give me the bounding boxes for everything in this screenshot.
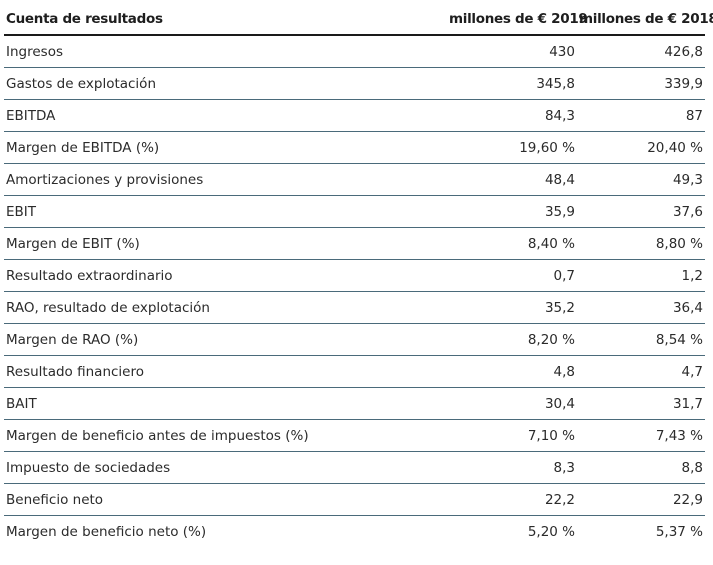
row-label: EBITDA	[4, 99, 447, 132]
table-row: Margen de beneficio neto (%) 5,20 % 5,37 %	[4, 516, 705, 548]
row-label: Margen de EBIT (%)	[4, 227, 447, 260]
header-label: Cuenta de resultados	[4, 3, 447, 36]
row-label: Ingresos	[4, 35, 447, 68]
value-2018: 8,80 %	[577, 227, 705, 260]
row-label: Beneficio neto	[4, 483, 447, 516]
value-2018: 8,8	[577, 451, 705, 484]
row-label: Resultado extraordinario	[4, 259, 447, 292]
table-row: RAO, resultado de explotación 35,2 36,4	[4, 291, 705, 324]
value-2019: 345,8	[447, 67, 577, 100]
value-2018: 426,8	[577, 35, 705, 68]
row-label: Gastos de explotación	[4, 67, 447, 100]
value-2019: 8,20 %	[447, 323, 577, 356]
value-2019: 7,10 %	[447, 419, 577, 452]
table-header: Cuenta de resultados millones de € 2019 …	[4, 3, 713, 36]
value-2019: 19,60 %	[447, 131, 577, 164]
table-row: Beneficio neto 22,2 22,9	[4, 483, 705, 516]
table-row: Margen de EBITDA (%) 19,60 % 20,40 %	[4, 131, 705, 164]
income-statement-table-wrapper: Cuenta de resultados millones de € 2019 …	[4, 3, 713, 547]
value-2019: 8,3	[447, 451, 577, 484]
value-2019: 4,8	[447, 355, 577, 388]
value-2018: 31,7	[577, 387, 705, 420]
table-row: Margen de EBIT (%) 8,40 % 8,80 %	[4, 227, 705, 260]
value-2018: 8,54 %	[577, 323, 705, 356]
value-2018: 5,37 %	[655, 523, 703, 540]
value-2018: 87	[577, 99, 705, 132]
value-2018: 7,43 %	[577, 419, 705, 452]
value-2019: 0,7	[447, 259, 577, 292]
table-row: Resultado financiero 4,8 4,7	[4, 355, 705, 388]
row-label: Margen de RAO (%)	[4, 323, 447, 356]
table-row: Resultado extraordinario 0,7 1,2	[4, 259, 705, 292]
header-2018: millones de € 2018	[577, 3, 713, 36]
value-2019: 35,2	[447, 291, 577, 324]
table-row: BAIT 30,4 31,7	[4, 387, 705, 420]
table-body: Ingresos 430 426,8 Gastos de explotación 345…	[4, 35, 705, 547]
value-2018: 37,6	[577, 195, 705, 228]
row-label: Amortizaciones y provisiones	[4, 163, 447, 196]
value-2018: 4,7	[577, 355, 705, 388]
value-2018: 20,40 %	[577, 131, 705, 164]
value-2019: 22,2	[447, 483, 577, 516]
value-2019: 8,40 %	[447, 227, 577, 260]
table-row: Gastos de explotación 345,8 339,9	[4, 67, 705, 100]
table-row: Amortizaciones y provisiones 48,4 49,3	[4, 163, 705, 196]
table-row: Ingresos 430 426,8	[4, 35, 705, 68]
income-statement-table: Cuenta de resultados millones de € 2019 …	[4, 3, 713, 547]
header-2019: millones de € 2019	[447, 3, 588, 36]
value-2018: 36,4	[577, 291, 705, 324]
value-2019: 430	[447, 35, 577, 68]
row-label: Margen de EBITDA (%)	[4, 131, 447, 164]
header-row: Cuenta de resultados millones de € 2019 …	[4, 3, 713, 36]
row-label: Margen de beneficio antes de impuestos (…	[4, 419, 447, 452]
table-row: Impuesto de sociedades 8,3 8,8	[4, 451, 705, 484]
value-2018: 22,9	[577, 483, 705, 516]
table-row: EBITDA 84,3 87	[4, 99, 705, 132]
value-2019: 48,4	[447, 163, 577, 196]
value-2019: 84,3	[447, 99, 577, 132]
row-label: Resultado financiero	[4, 355, 447, 388]
value-2018: 339,9	[577, 67, 705, 100]
row-label: RAO, resultado de explotación	[4, 291, 447, 324]
row-label: Margen de beneficio neto (%)	[6, 523, 207, 540]
table-row: Margen de RAO (%) 8,20 % 8,54 %	[4, 323, 705, 356]
value-2019: 35,9	[447, 195, 577, 228]
value-2019: 5,20 %	[527, 523, 575, 540]
value-2018: 49,3	[577, 163, 705, 196]
value-2019: 30,4	[447, 387, 577, 420]
row-label: EBIT	[4, 195, 447, 228]
table-row: Margen de beneficio antes de impuestos (…	[4, 419, 705, 452]
row-label: Impuesto de sociedades	[4, 451, 447, 484]
table-row: EBIT 35,9 37,6	[4, 195, 705, 228]
value-2018: 1,2	[577, 259, 705, 292]
row-label: BAIT	[4, 387, 447, 420]
